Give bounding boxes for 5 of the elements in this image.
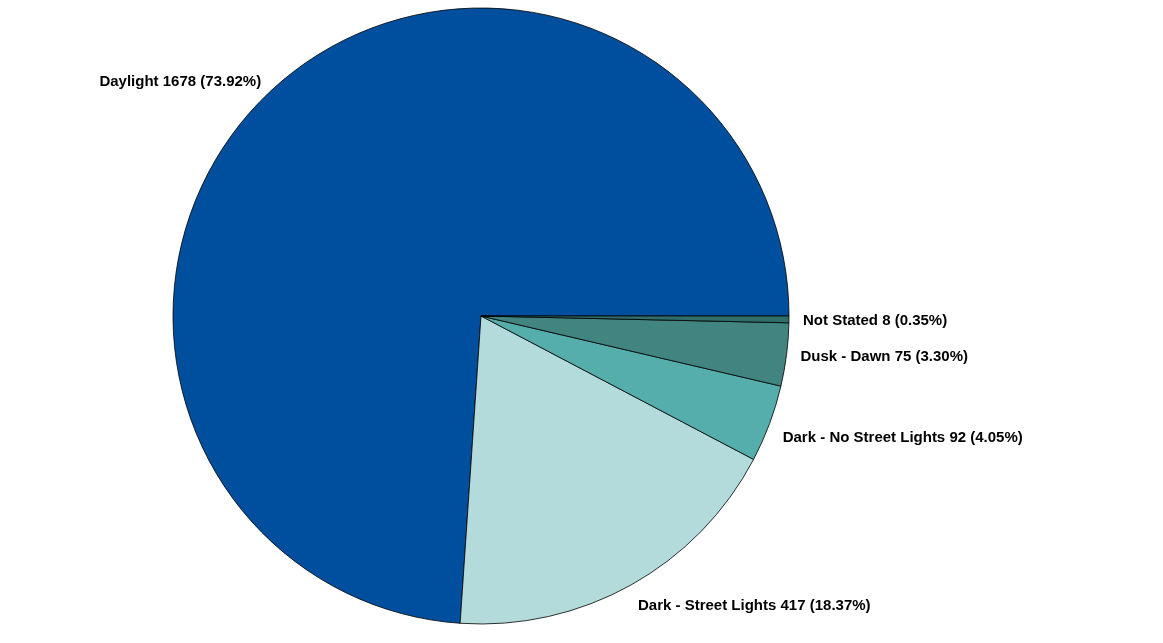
slice-label: Dark - No Street Lights 92 (4.05%): [782, 427, 1023, 445]
slice-label: Dark - Street Lights 417 (18.37%): [638, 596, 871, 614]
slice-label: Dusk - Dawn 75 (3.30%): [800, 347, 969, 365]
slice-label: Not Stated 8 (0.35%): [802, 310, 948, 328]
slice-label: Daylight 1678 (73.92%): [99, 71, 262, 89]
